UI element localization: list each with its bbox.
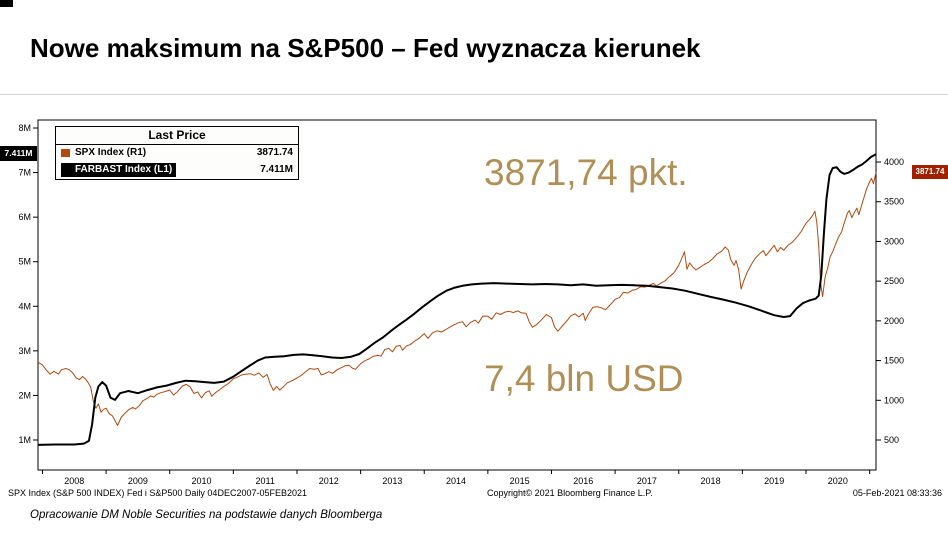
chart-copyright: Copyright© 2021 Bloomberg Finance L.P.	[487, 488, 653, 498]
farbast-last-price: 7.411M	[260, 164, 293, 175]
svg-text:4000: 4000	[884, 157, 904, 167]
source-note: Opracowanie DM Noble Securities na podst…	[30, 509, 383, 521]
svg-text:1M: 1M	[18, 435, 31, 445]
svg-text:3M: 3M	[18, 346, 31, 356]
svg-text:2014: 2014	[446, 476, 466, 486]
svg-text:2500: 2500	[884, 276, 904, 286]
chart-legend: Last Price SPX Index (R1) 3871.74 FARBAS…	[55, 126, 299, 180]
farbast-series-label: FARBAST Index (L1)	[75, 164, 173, 175]
svg-text:2017: 2017	[637, 476, 657, 486]
svg-text:5M: 5M	[18, 257, 31, 267]
chart-timestamp: 05-Feb-2021 08:33:36	[852, 488, 942, 498]
left-axis-badge: 7.411M	[0, 146, 37, 162]
spx-last-price: 3871.74	[256, 147, 293, 158]
svg-text:2M: 2M	[18, 390, 31, 400]
chart: 8M 7M 6M 5M 4M 3M 2M 1M 4000 3500 3000 2500 2000 1500…	[0, 112, 948, 504]
title-divider	[0, 94, 948, 95]
svg-text:6M: 6M	[18, 212, 31, 222]
svg-text:2008: 2008	[64, 476, 84, 486]
corner-mark	[0, 0, 13, 7]
svg-text:2013: 2013	[382, 476, 402, 486]
svg-text:2016: 2016	[573, 476, 593, 486]
svg-text:1000: 1000	[884, 395, 904, 405]
svg-text:1500: 1500	[884, 356, 904, 366]
svg-text:2000: 2000	[884, 316, 904, 326]
svg-text:8M: 8M	[18, 123, 31, 133]
page-title: Nowe maksimum na S&P500 – Fed wyznacza k…	[30, 33, 701, 63]
svg-text:2009: 2009	[128, 476, 148, 486]
right-axis-badge: 3871.74	[912, 165, 948, 180]
svg-text:2010: 2010	[192, 476, 212, 486]
annotation-usd: 7,4 bln USD	[484, 358, 684, 399]
svg-text:3000: 3000	[884, 236, 904, 246]
legend-title: Last Price	[56, 127, 298, 145]
svg-text:3500: 3500	[884, 197, 904, 207]
svg-text:500: 500	[884, 435, 899, 445]
annotation-points: 3871,74 pkt.	[484, 152, 688, 193]
svg-text:2019: 2019	[764, 476, 784, 486]
farbast-swatch	[62, 166, 71, 174]
farbast-series-highlight: FARBAST Index (L1)	[61, 163, 177, 177]
svg-text:2018: 2018	[701, 476, 721, 486]
svg-text:4M: 4M	[18, 301, 31, 311]
spx-series-label: SPX Index (R1)	[75, 147, 147, 158]
chart-footnote: SPX Index (S&P 500 INDEX) Fed i S&P500 D…	[8, 488, 307, 498]
svg-text:7M: 7M	[18, 168, 31, 178]
spx-swatch	[61, 149, 70, 157]
svg-text:2012: 2012	[319, 476, 339, 486]
svg-text:2015: 2015	[510, 476, 530, 486]
legend-row-farbast: FARBAST Index (L1) 7.411M	[56, 161, 298, 179]
svg-text:2020: 2020	[828, 476, 848, 486]
legend-row-spx: SPX Index (R1) 3871.74	[56, 145, 298, 161]
svg-text:2011: 2011	[255, 476, 274, 486]
